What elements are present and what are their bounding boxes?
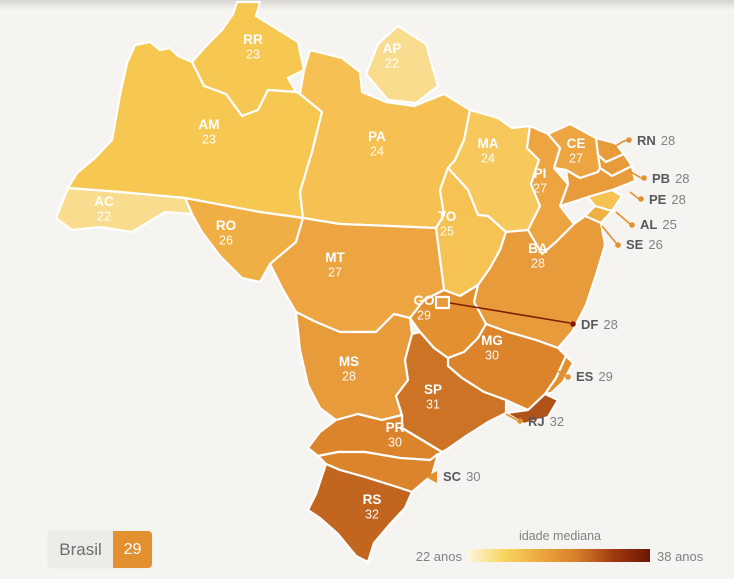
brasil-label: Brasil — [48, 531, 113, 568]
leader-dot-AL — [629, 222, 635, 228]
leader-lines-layer — [426, 137, 647, 483]
state-RJ[interactable] — [504, 392, 560, 426]
leader-line-PE — [629, 191, 640, 200]
state-label-RO: RO 26 — [216, 218, 236, 248]
leader-dot-DF — [570, 321, 576, 327]
leader-line-AL — [615, 211, 631, 225]
legend-min-label: 22 anos — [415, 549, 462, 564]
legend-gradient-bar — [468, 549, 650, 562]
callout-label-SE: SE 26 — [626, 237, 663, 252]
brasil-value: 29 — [113, 531, 152, 568]
leader-dot-SE — [615, 242, 621, 248]
state-AC[interactable] — [54, 186, 194, 234]
state-label-SP: SP 31 — [424, 382, 442, 412]
leader-arrow-SC — [426, 471, 437, 483]
labels-layer: RR 23 AP 22 AM 23 PA 24 MA 24 CE 27 RN 28 PB 28 PE 28 PI 27… — [94, 32, 689, 522]
callout-label-PB: PB 28 — [652, 171, 690, 186]
state-label-AM: AM 23 — [199, 117, 220, 147]
leader-dot-PE — [638, 196, 644, 202]
callout-label-SC: SC 30 — [443, 469, 481, 484]
callout-label-RN: RN 28 — [637, 133, 675, 148]
state-label-AP: AP 22 — [383, 41, 402, 71]
leader-dot-PB — [641, 175, 647, 181]
state-label-RS: RS 32 — [363, 492, 382, 522]
state-label-MT: MT 27 — [325, 250, 345, 280]
state-label-MS: MS 28 — [339, 354, 359, 384]
state-label-BA: BA 28 — [528, 241, 548, 271]
leader-line-RJ — [505, 413, 518, 421]
state-RS[interactable] — [306, 462, 414, 564]
state-label-MA: MA 24 — [478, 136, 499, 166]
legend-title: idade mediana — [518, 529, 601, 543]
leader-dot-RN — [626, 137, 632, 143]
state-label-RR: RR 23 — [243, 32, 263, 62]
state-label-AC: AC 22 — [94, 194, 114, 224]
state-AP[interactable] — [364, 24, 440, 105]
state-label-CE: CE 27 — [567, 136, 586, 166]
state-DF[interactable] — [434, 295, 451, 310]
callout-label-RJ: RJ 32 — [528, 414, 564, 429]
leader-line-ES — [555, 369, 567, 377]
state-ES[interactable] — [543, 354, 575, 396]
brasil-summary-badge: Brasil 29 — [48, 531, 152, 568]
leader-line-PB — [627, 169, 642, 179]
legend-max-label: 38 anos — [657, 549, 704, 564]
leader-dot-RJ — [517, 418, 523, 424]
callout-label-AL: AL 25 — [640, 217, 677, 232]
state-MG[interactable] — [446, 322, 568, 412]
state-SP[interactable] — [394, 330, 508, 454]
leader-line-DF — [449, 302, 571, 324]
leader-dot-ES — [565, 374, 571, 380]
callout-label-PE: PE 28 — [649, 192, 686, 207]
callout-label-DF: DF 28 — [581, 317, 618, 332]
states-layer — [54, 0, 637, 564]
state-label-PA: PA 24 — [368, 129, 386, 159]
state-label-PR: PR 30 — [386, 420, 405, 450]
state-label-GO: GO 29 — [413, 293, 434, 323]
callout-label-ES: ES 29 — [576, 369, 613, 384]
state-label-MG: MG 30 — [481, 333, 503, 363]
state-label-TO: TO 25 — [438, 209, 457, 239]
state-label-PI: PI 27 — [533, 166, 547, 196]
leader-line-RN — [609, 139, 628, 151]
leader-line-SE — [601, 225, 617, 244]
